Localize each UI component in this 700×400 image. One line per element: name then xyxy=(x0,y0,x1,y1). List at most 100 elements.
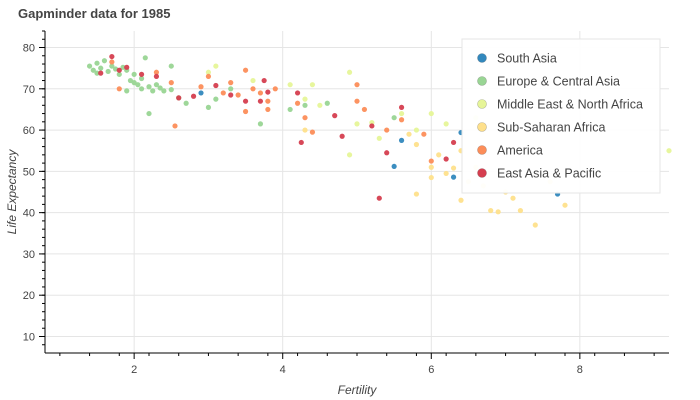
y-axis-label: Life Expectancy xyxy=(5,149,19,235)
data-point-sub-saharan-africa xyxy=(562,202,568,208)
data-point-america xyxy=(235,92,241,98)
data-point-east-asia-pacific xyxy=(190,93,197,99)
data-point-middle-east-north-africa xyxy=(213,63,219,69)
data-point-america xyxy=(421,131,427,137)
data-point-europe-central-asia xyxy=(157,85,163,91)
data-point-east-asia-pacific xyxy=(176,95,182,101)
data-point-sub-saharan-africa xyxy=(510,195,516,201)
data-point-europe-central-asia xyxy=(131,71,137,77)
x-tick: 4 xyxy=(280,353,286,376)
legend-marker-east-asia-pacific xyxy=(477,168,487,178)
data-point-america xyxy=(168,80,174,86)
data-point-middle-east-north-africa xyxy=(205,69,212,75)
legend-marker-europe-central-asia xyxy=(477,76,487,86)
data-point-middle-east-north-africa xyxy=(250,77,256,84)
chart-title: Gapminder data for 1985 xyxy=(18,6,171,21)
x-tick-label: 2 xyxy=(131,364,137,376)
data-point-europe-central-asia xyxy=(94,60,100,66)
data-point-middle-east-north-africa xyxy=(346,69,353,75)
data-point-east-asia-pacific xyxy=(398,104,405,110)
data-point-south-asia xyxy=(398,137,405,143)
data-point-america xyxy=(428,158,434,164)
data-point-east-asia-pacific xyxy=(153,73,160,80)
legend: South Asia Europe & Central Asia Middle Ea… xyxy=(461,38,661,194)
data-point-europe-central-asia xyxy=(124,88,130,94)
data-point-europe-central-asia xyxy=(161,88,167,94)
data-point-europe-central-asia xyxy=(138,75,145,82)
data-point-sub-saharan-africa xyxy=(532,222,538,228)
data-point-east-asia-pacific xyxy=(369,123,375,129)
data-point-europe-central-asia xyxy=(257,121,264,127)
data-point-america xyxy=(242,67,249,73)
data-point-east-asia-pacific xyxy=(384,150,390,156)
data-point-america xyxy=(228,80,234,86)
data-point-south-asia xyxy=(391,163,397,170)
legend-marker-sub-saharan-africa xyxy=(477,122,487,132)
legend-label-middle-east-north-africa: Middle East & North Africa xyxy=(497,98,643,112)
y-tick: 30 xyxy=(23,249,45,261)
data-point-america xyxy=(354,82,360,88)
data-point-sub-saharan-africa xyxy=(302,127,308,133)
data-point-middle-east-north-africa xyxy=(309,82,316,88)
x-tick-label: 8 xyxy=(577,364,583,376)
data-point-america xyxy=(265,98,271,104)
x-tick: 2 xyxy=(131,353,137,376)
data-point-east-asia-pacific xyxy=(116,67,122,73)
data-point-east-asia-pacific xyxy=(339,133,345,139)
data-point-america xyxy=(309,129,316,135)
data-point-europe-central-asia xyxy=(105,68,111,75)
y-tick: 50 xyxy=(23,166,45,178)
legend-label-east-asia-pacific: East Asia & Pacific xyxy=(497,167,601,181)
data-point-middle-east-north-africa xyxy=(287,82,293,88)
data-point-sub-saharan-africa xyxy=(413,141,420,148)
data-point-europe-central-asia xyxy=(168,87,174,93)
y-tick-label: 10 xyxy=(23,331,35,343)
data-point-europe-central-asia xyxy=(168,63,174,69)
data-point-europe-central-asia xyxy=(142,55,148,61)
data-point-sub-saharan-africa xyxy=(406,131,412,137)
data-point-america xyxy=(257,90,264,96)
data-point-europe-central-asia xyxy=(153,82,160,88)
x-tick-label: 4 xyxy=(280,364,286,376)
data-point-america xyxy=(205,73,212,80)
data-point-sub-saharan-africa xyxy=(428,164,434,170)
data-point-east-asia-pacific xyxy=(98,70,104,76)
data-point-middle-east-north-africa xyxy=(428,110,434,117)
data-point-middle-east-north-africa xyxy=(376,135,382,141)
legend-label-sub-saharan-africa: Sub-Saharan Africa xyxy=(497,121,605,135)
data-point-middle-east-north-africa xyxy=(443,121,449,127)
data-point-east-asia-pacific xyxy=(138,71,145,77)
data-point-europe-central-asia xyxy=(391,115,397,121)
data-point-east-asia-pacific xyxy=(332,113,338,119)
data-point-east-asia-pacific xyxy=(242,98,249,104)
data-point-europe-central-asia xyxy=(146,84,152,90)
data-point-europe-central-asia xyxy=(324,100,330,106)
x-axis-label: Fertility xyxy=(338,383,378,397)
y-tick-label: 30 xyxy=(23,249,35,261)
y-tick: 40 xyxy=(23,208,45,220)
data-point-europe-central-asia xyxy=(86,63,93,69)
data-point-europe-central-asia xyxy=(120,64,126,70)
data-point-sub-saharan-africa xyxy=(413,191,420,197)
data-point-middle-east-north-africa xyxy=(302,96,308,102)
data-point-east-asia-pacific xyxy=(265,89,271,95)
x-tick: 8 xyxy=(577,353,583,376)
y-tick-label: 50 xyxy=(23,166,35,178)
data-point-east-asia-pacific xyxy=(450,139,457,146)
data-point-middle-east-north-africa xyxy=(354,121,360,127)
data-point-america xyxy=(384,127,390,133)
data-point-america xyxy=(172,123,178,129)
y-tick-label: 70 xyxy=(23,84,35,96)
data-point-sub-saharan-africa xyxy=(517,207,524,214)
data-point-america xyxy=(294,100,301,106)
data-point-america xyxy=(265,106,271,113)
data-point-sub-saharan-africa xyxy=(443,170,449,177)
data-point-europe-central-asia xyxy=(101,58,108,64)
data-point-south-asia xyxy=(450,174,457,180)
data-point-europe-central-asia xyxy=(302,102,308,108)
data-point-europe-central-asia xyxy=(94,70,100,76)
legend-label-europe-central-asia: Europe & Central Asia xyxy=(497,75,620,89)
data-point-europe-central-asia xyxy=(150,88,156,94)
data-point-america xyxy=(109,59,115,65)
legend-marker-america xyxy=(477,145,487,155)
